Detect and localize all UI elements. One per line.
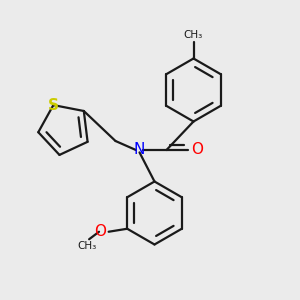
Text: O: O [191, 142, 203, 158]
Text: N: N [134, 142, 145, 158]
Text: S: S [48, 98, 59, 112]
Text: CH₃: CH₃ [184, 30, 203, 40]
Text: CH₃: CH₃ [77, 241, 97, 251]
Text: O: O [94, 224, 106, 239]
